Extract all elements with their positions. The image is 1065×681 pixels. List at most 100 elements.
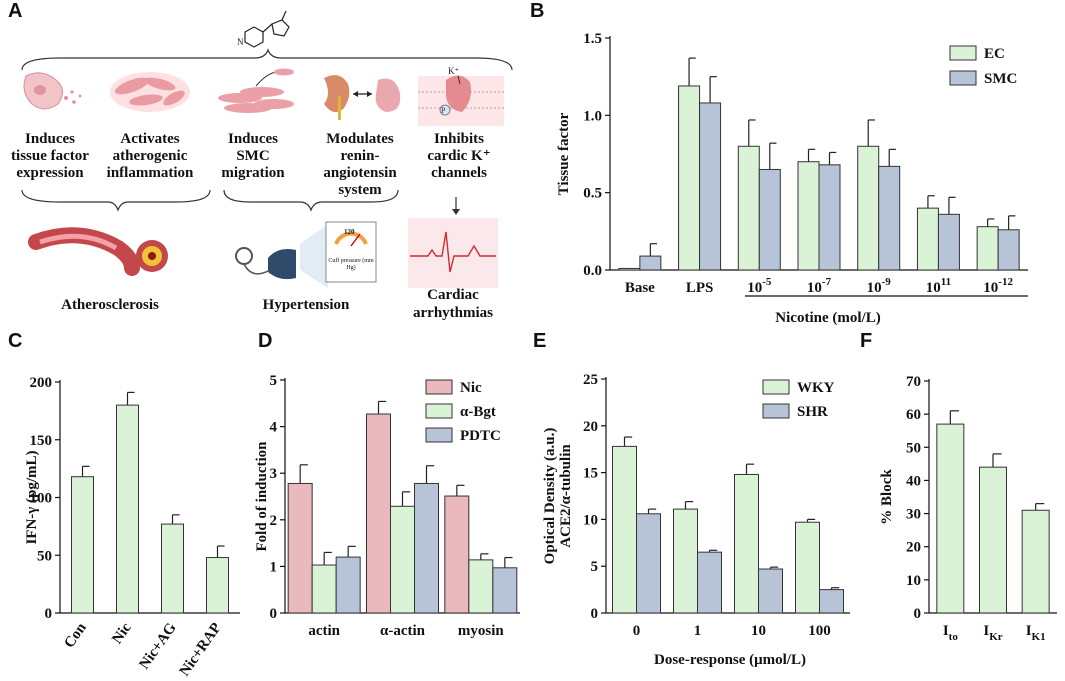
- legend-label-d: PDTC: [460, 428, 501, 444]
- y-tick-label-b: 0.5: [583, 186, 602, 202]
- y-axis-label-d: Fold of induction: [254, 441, 270, 552]
- y-tick-label-e: 20: [583, 419, 598, 435]
- outcome-atherosclerosis: Atherosclerosis: [61, 297, 159, 313]
- x-tick-label-e: 100: [808, 623, 831, 639]
- x-tick-label-b: Base: [625, 280, 655, 296]
- x-tick-label-c: Nic: [109, 620, 135, 647]
- y-tick-label-d: 1: [270, 559, 278, 575]
- y-tick-label-e: 0: [591, 606, 599, 622]
- bar-e: [612, 445, 637, 614]
- y-tick-label-f: 20: [906, 540, 921, 556]
- bar-b: [857, 145, 880, 271]
- x-tick-label-c: Nic+AG: [136, 620, 180, 673]
- bar-c: [206, 557, 229, 614]
- p-label: P: [441, 106, 446, 115]
- legend-swatch-e: [762, 379, 790, 395]
- bar-e: [758, 568, 783, 614]
- y-tick-label-c: 150: [30, 433, 53, 449]
- y-tick-label-e: 10: [583, 512, 598, 528]
- blood-pressure-icon: 120: [235, 221, 377, 288]
- y-tick-label-b: 0.0: [583, 263, 602, 279]
- bar-c: [71, 476, 94, 614]
- y-tick-label-d: 2: [270, 513, 278, 529]
- legend-label-d: Nic: [460, 380, 482, 396]
- y-axis-label-b: Tissue factor: [556, 112, 572, 195]
- effect-label-inflammation: Activates atherogenic inflammation: [106, 131, 194, 181]
- outcome-arrhythmia: Cardiac arrhythmias: [413, 287, 493, 321]
- legend-swatch-e: [762, 403, 790, 419]
- artery-icon: [28, 227, 168, 276]
- bar-e: [697, 551, 722, 614]
- y-tick-label-c: 0: [45, 606, 53, 622]
- bar-b: [976, 226, 999, 271]
- x-tick-label-c: Con: [61, 620, 90, 652]
- bar-b: [916, 207, 939, 271]
- bar-b: [618, 267, 641, 271]
- bar-b: [818, 164, 841, 271]
- bar-d: [414, 482, 439, 614]
- legend-label-d: α-Bgt: [460, 404, 496, 420]
- y-tick-label-d: 0: [270, 606, 278, 622]
- x-tick-label-b: 1011: [926, 276, 951, 296]
- y-tick-label-d: 4: [270, 420, 278, 436]
- bar-e: [673, 508, 698, 614]
- bar-d: [287, 482, 313, 614]
- x-tick-label-e: 1: [694, 623, 702, 639]
- bar-b: [639, 255, 662, 271]
- y-tick-label-c: 50: [37, 548, 52, 564]
- outcome-hypertension: Hypertension: [262, 297, 350, 313]
- smc-icon: [218, 68, 294, 113]
- y-tick-label-e: 15: [583, 466, 598, 482]
- bar-b: [997, 229, 1020, 271]
- bar-b: [797, 161, 820, 271]
- x-tick-label-b: 10-9: [867, 276, 892, 296]
- x-tick-label-e: 0: [633, 623, 641, 639]
- heart-channel-icon: P K⁺: [418, 66, 504, 126]
- bar-f: [936, 423, 965, 614]
- y-tick-label-e: 5: [591, 559, 599, 575]
- x-axis-label-e: Dose-response (μmol/L): [654, 652, 806, 668]
- chart-f: 0 10 20 30 40 50 60 70 Ito IKr IK1 % Block: [879, 374, 1057, 643]
- bar-b: [737, 145, 760, 271]
- effect-label-tissue-factor: Induces tissue factor expression: [11, 131, 89, 181]
- chart-e: 0 5 10 15 20 25 0 1 10 100 Optical Density (a.u.) A…: [542, 372, 850, 668]
- x-tick-label-d: myosin: [458, 623, 505, 639]
- y-tick-label-f: 10: [906, 573, 921, 589]
- y-tick-label-f: 50: [906, 440, 921, 456]
- x-tick-label-f: IK1: [1026, 623, 1046, 643]
- effect-label-renin: Modulates renin-angiotensin system: [323, 131, 397, 198]
- legend-swatch-d: [425, 403, 453, 419]
- panel-letter-c: C: [8, 330, 23, 352]
- chart-b: 0.0 0.5 1.0 1.5 Base LPS 10-5 10-7 10-9 1011 10-12…: [556, 31, 1028, 326]
- diagram-lines: N: [21, 10, 513, 288]
- legend-label-b: EC: [984, 46, 1005, 62]
- y-tick-label-c: 200: [30, 375, 53, 391]
- bar-b: [699, 102, 722, 271]
- bar-e: [819, 589, 844, 614]
- y-tick-label-f: 40: [906, 473, 921, 489]
- x-tick-label-f: Ito: [943, 623, 959, 643]
- legend-swatch-d: [425, 379, 453, 395]
- y-axis-label-f: % Block: [879, 469, 895, 525]
- y-axis-label-e: Optical Density (a.u.): [542, 428, 558, 565]
- bar-e: [636, 513, 661, 614]
- y-tick-label-d: 5: [270, 373, 278, 389]
- cell-icon: [23, 72, 82, 110]
- ecg-icon: [408, 218, 498, 288]
- x-tick-label-b: 10-5: [747, 276, 772, 296]
- x-axis-label-b: Nicotine (mol/L): [775, 310, 880, 326]
- x-tick-label-d: α-actin: [380, 623, 426, 639]
- x-tick-label-d: actin: [308, 623, 340, 639]
- y-tick-label-f: 60: [906, 407, 921, 423]
- y-axis-label-2-e: ACE2/α-tubulin: [558, 444, 574, 548]
- bar-f: [1021, 509, 1050, 614]
- inflamed-cells-icon: [110, 72, 190, 112]
- panel-letter-a: A: [8, 0, 23, 22]
- effect-label-k-channels: Inhibits cardic K⁺ channels: [427, 131, 491, 181]
- y-tick-label-e: 25: [583, 372, 598, 388]
- bar-d: [492, 567, 518, 614]
- x-tick-label-b: 10-7: [807, 276, 832, 296]
- bar-c: [161, 523, 184, 614]
- y-tick-label-b: 1.5: [583, 31, 602, 47]
